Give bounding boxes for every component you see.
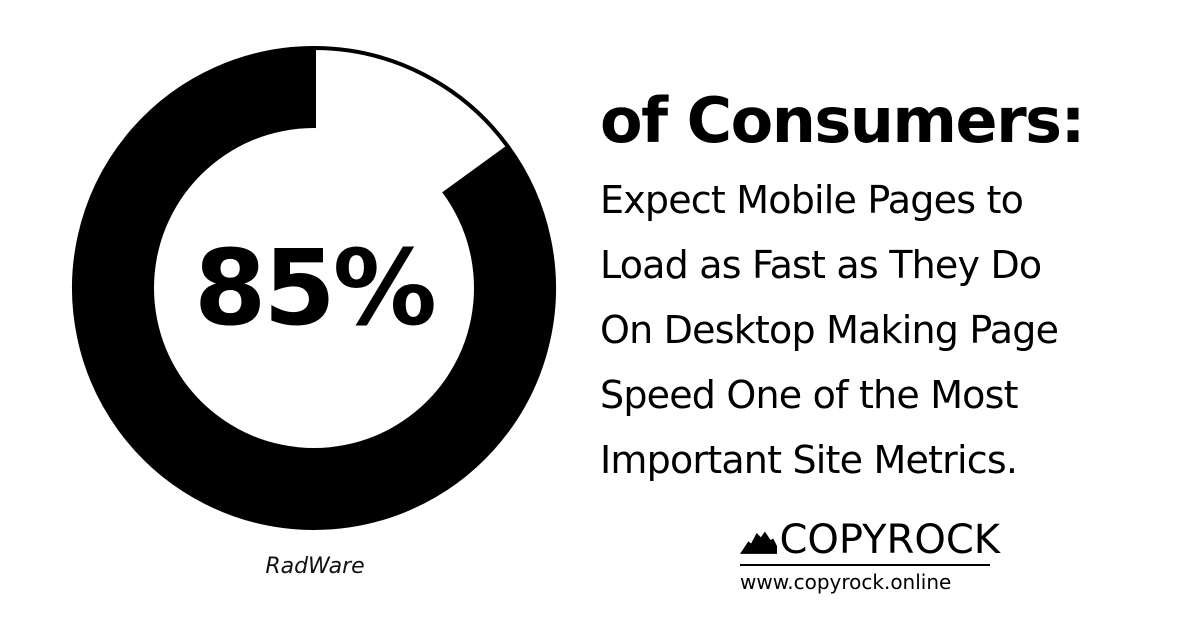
chart-source: RadWare bbox=[265, 554, 365, 579]
body-line: Load as Fast as They Do bbox=[600, 243, 1042, 287]
body-text: Expect Mobile Pages to Load as Fast as T… bbox=[600, 168, 1190, 493]
body-line: Expect Mobile Pages to bbox=[600, 178, 1024, 222]
logo-divider bbox=[740, 564, 990, 566]
mountain-icon bbox=[740, 531, 778, 554]
logo-row: COPYROCK bbox=[740, 514, 1000, 560]
brand-logo[interactable]: COPYROCK www.copyrock.online bbox=[740, 514, 1000, 604]
body-line: Important Site Metrics. bbox=[600, 438, 1018, 482]
headline: of Consumers: bbox=[600, 84, 1085, 157]
donut-chart-svg: 85% bbox=[72, 46, 556, 530]
center-percentage-label: 85% bbox=[194, 227, 434, 349]
brand-name: COPYROCK bbox=[779, 517, 1000, 563]
body-line: On Desktop Making Page bbox=[600, 308, 1059, 352]
brand-url[interactable]: www.copyrock.online bbox=[740, 570, 952, 594]
body-line: Speed One of the Most bbox=[600, 373, 1019, 417]
donut-chart: 85% bbox=[70, 44, 558, 532]
donut-hole bbox=[154, 128, 474, 448]
